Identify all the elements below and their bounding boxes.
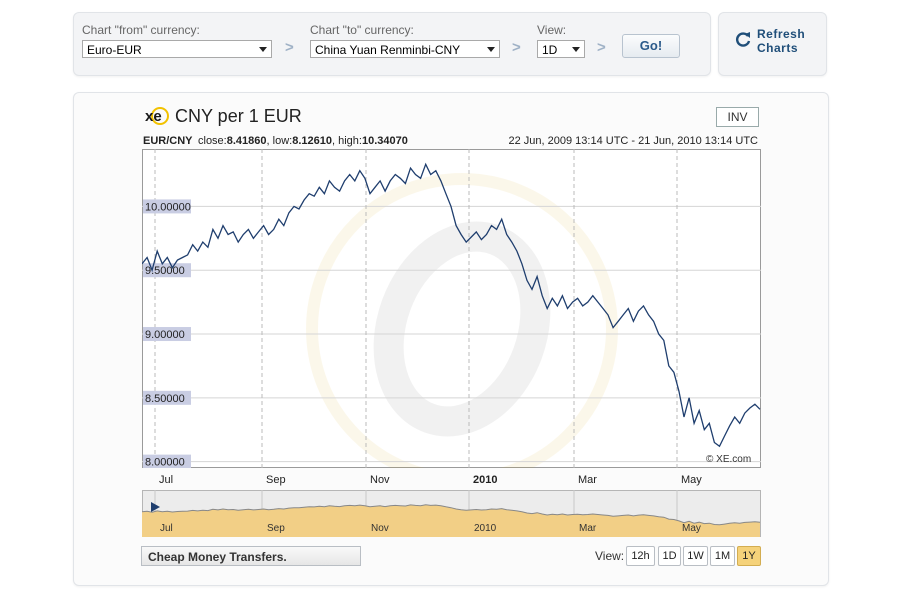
to-currency-label: Chart "to" currency: (310, 23, 414, 37)
high-value: 10.34070 (361, 135, 408, 147)
copyright: © XE.com (706, 454, 752, 465)
navigator-tick-label: May (682, 523, 701, 534)
refresh-charts-label: Refresh Charts (757, 27, 806, 55)
view-select[interactable]: 1D (537, 40, 585, 58)
go-button[interactable]: Go! (622, 34, 680, 58)
arrow-icon: > (285, 39, 294, 56)
view-button-12h[interactable]: 12h (626, 546, 655, 566)
view-select-value: 1D (542, 43, 558, 57)
chart-stats: close:8.41860, low:8.12610, high:10.3407… (198, 135, 408, 147)
close-label: close: (198, 135, 227, 147)
date-range: 22 Jun, 2009 13:14 UTC - 21 Jun, 2010 13… (508, 135, 759, 147)
range-navigator[interactable]: Jul Sep Nov 2010 Mar May (142, 490, 761, 537)
x-tick-label: Nov (370, 474, 390, 486)
from-currency-label: Chart "from" currency: (82, 23, 200, 37)
navigator-area (142, 504, 760, 537)
view-button-1d[interactable]: 1D (658, 546, 681, 566)
view-select-label: View: (537, 23, 567, 37)
xe-logo: xe (145, 107, 169, 125)
y-tick-label: 8.00000 (145, 457, 185, 468)
navigator-tick-label: 2010 (474, 523, 497, 534)
low-label: low: (272, 135, 293, 147)
x-tick-label: Jul (159, 474, 174, 486)
refresh-charts-button[interactable]: Refresh Charts (718, 12, 827, 76)
cheap-money-transfers-button[interactable]: Cheap Money Transfers. (141, 546, 361, 566)
xe-watermark (306, 173, 618, 468)
arrow-icon: > (597, 39, 606, 56)
refresh-icon (736, 32, 751, 47)
view-buttons-label: View: (595, 549, 625, 563)
close-value: 8.41860 (226, 135, 267, 147)
view-button-1w[interactable]: 1W (683, 546, 708, 566)
navigator-line (142, 504, 761, 526)
x-tick-label: Mar (578, 474, 597, 486)
navigator-tick-label: Jul (160, 523, 173, 534)
from-currency-value: Euro-EUR (87, 43, 142, 57)
view-button-1m[interactable]: 1M (710, 546, 735, 566)
rate-series-line (142, 162, 761, 448)
from-currency-select[interactable]: Euro-EUR (82, 40, 272, 58)
y-tick-label-bg (143, 327, 191, 342)
currency-controls-panel: Chart "from" currency: Euro-EUR > Chart … (73, 12, 711, 76)
x-tick-label: May (681, 474, 702, 486)
y-tick-label-bg (143, 199, 191, 214)
x-tick-label: 2010 (473, 474, 498, 486)
chevron-down-icon (259, 47, 267, 52)
y-tick-label: 10.00000 (145, 201, 191, 213)
rate-chart[interactable]: 8.00000 8.50000 9.00000 9.50000 10.00000 (142, 149, 761, 468)
x-tick-label: Sep (266, 474, 286, 486)
y-tick-label-bg (143, 454, 191, 468)
currency-pair: EUR/CNY (143, 135, 193, 147)
navigator-handle-icon (151, 502, 160, 512)
y-tick-label-bg (143, 263, 191, 278)
invert-button[interactable]: INV (716, 107, 759, 127)
y-tick-label: 8.50000 (145, 393, 185, 405)
low-value: 8.12610 (292, 135, 332, 147)
y-tick-label-bg (143, 390, 191, 405)
view-button-1y[interactable]: 1Y (737, 546, 761, 566)
to-currency-value: China Yuan Renminbi-CNY (315, 43, 461, 57)
xe-logo-text: xe (145, 108, 162, 125)
navigator-tick-label: Mar (579, 523, 597, 534)
chart-title: CNY per 1 EUR (175, 106, 302, 126)
high-label: high: (338, 135, 362, 147)
chevron-down-icon (487, 47, 495, 52)
navigator-tick-label: Nov (371, 523, 389, 534)
arrow-icon: > (512, 39, 521, 56)
to-currency-select[interactable]: China Yuan Renminbi-CNY (310, 40, 500, 58)
y-tick-label: 9.50000 (145, 265, 185, 277)
navigator-tick-label: Sep (267, 523, 285, 534)
plot-frame (142, 149, 761, 468)
chevron-down-icon (572, 47, 580, 52)
y-tick-label: 9.00000 (145, 329, 185, 341)
